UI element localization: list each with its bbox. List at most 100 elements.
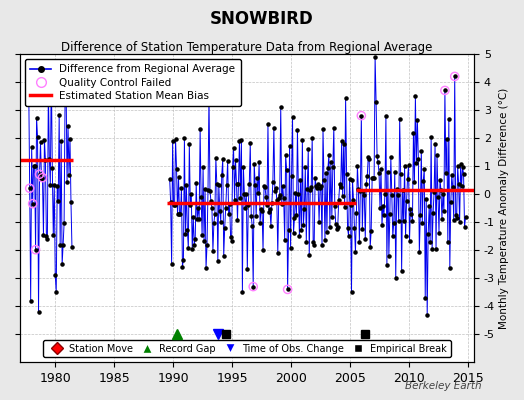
Point — [43, 236, 51, 242]
Point — [214, 258, 222, 264]
Point — [35, 309, 43, 315]
Point — [184, 245, 192, 252]
Point — [280, 236, 289, 243]
Point — [279, 183, 287, 189]
Point — [441, 87, 449, 94]
Point — [425, 203, 433, 209]
Point — [278, 201, 286, 207]
Point — [341, 203, 349, 210]
Point — [39, 232, 48, 238]
Point — [35, 171, 43, 178]
Point — [436, 177, 444, 183]
Point — [332, 221, 340, 228]
Point — [342, 95, 350, 101]
Point — [244, 202, 253, 208]
Point — [434, 193, 442, 200]
Point — [318, 241, 326, 248]
Point — [342, 171, 351, 177]
Point — [421, 295, 430, 301]
Point — [290, 214, 299, 221]
Point — [45, 156, 53, 162]
Point — [402, 198, 411, 204]
Point — [460, 171, 468, 177]
Point — [304, 146, 312, 152]
Point — [353, 162, 362, 169]
Point — [458, 164, 467, 170]
Point — [168, 261, 176, 267]
Point — [48, 165, 57, 172]
Point — [57, 137, 66, 144]
Point — [185, 140, 193, 147]
Point — [380, 212, 388, 218]
Point — [40, 136, 49, 143]
Point — [181, 231, 190, 237]
Point — [44, 84, 52, 91]
Point — [307, 184, 315, 191]
Point — [300, 206, 309, 212]
Point — [344, 233, 353, 239]
Point — [386, 211, 394, 217]
Point — [294, 191, 303, 198]
Point — [319, 126, 327, 132]
Point — [49, 232, 58, 238]
Point — [408, 218, 417, 224]
Point — [283, 286, 292, 293]
Point — [192, 180, 200, 186]
Point — [303, 186, 311, 192]
Point — [310, 242, 319, 248]
Point — [381, 112, 390, 119]
Point — [446, 199, 455, 206]
Point — [38, 174, 47, 181]
Point — [399, 218, 408, 224]
Point — [339, 193, 347, 200]
Point — [428, 246, 436, 252]
Point — [31, 246, 40, 253]
Point — [264, 121, 272, 127]
Point — [329, 164, 337, 170]
Point — [187, 191, 195, 198]
Point — [201, 186, 209, 192]
Point — [401, 233, 410, 239]
Point — [301, 164, 310, 170]
Point — [272, 196, 281, 203]
Point — [385, 252, 393, 259]
Point — [413, 116, 422, 123]
Point — [245, 181, 254, 187]
Point — [405, 162, 413, 168]
Point — [224, 211, 233, 218]
Point — [389, 220, 398, 226]
Point — [397, 268, 406, 274]
Point — [409, 130, 418, 136]
Point — [223, 158, 232, 164]
Point — [335, 181, 344, 188]
Point — [191, 236, 200, 242]
Point — [387, 154, 395, 160]
Point — [384, 169, 392, 175]
Point — [288, 114, 297, 120]
Point — [308, 135, 316, 141]
Point — [188, 246, 196, 252]
Point — [179, 256, 188, 263]
Point — [249, 284, 257, 290]
Point — [364, 154, 373, 161]
Point — [227, 237, 236, 244]
Point — [63, 178, 71, 185]
Point — [65, 172, 73, 178]
Point — [252, 213, 260, 220]
Point — [407, 211, 416, 218]
Point — [343, 225, 352, 231]
Point — [445, 265, 454, 271]
Point — [395, 218, 403, 224]
Point — [427, 134, 435, 141]
Point — [298, 137, 307, 144]
Point — [237, 137, 246, 143]
Point — [189, 214, 198, 220]
Point — [289, 230, 298, 236]
Point — [168, 138, 177, 145]
Point — [444, 239, 452, 245]
Point — [226, 234, 235, 240]
Point — [225, 200, 234, 207]
Point — [286, 143, 294, 149]
Point — [330, 125, 338, 131]
Point — [305, 252, 313, 259]
